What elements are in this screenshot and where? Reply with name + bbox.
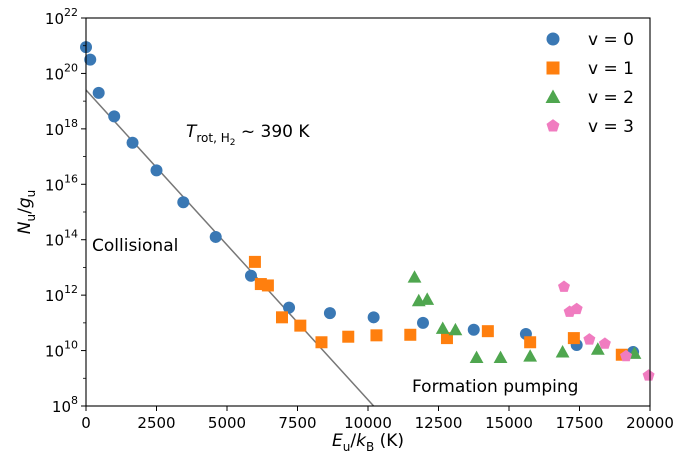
data-point <box>620 349 633 362</box>
y-tick-label: 108 <box>52 394 78 416</box>
y-axis-ticks: 108 1010 1012 1014 1016 1018 1020 1022 <box>45 6 86 416</box>
data-point <box>555 345 570 358</box>
temperature-subsubscript: 2 <box>230 138 236 148</box>
data-point <box>469 350 484 364</box>
data-point <box>642 369 655 381</box>
data-point <box>416 316 429 329</box>
legend-marker <box>546 119 560 132</box>
collisional-annotation: Collisional <box>92 236 178 256</box>
x-axis-ticks: 0 2500 5000 7500 10000 12500 15000 17500 20000 <box>81 406 674 432</box>
data-point <box>367 311 380 324</box>
legend-label: v = 1 <box>588 59 634 79</box>
data-point <box>261 279 274 292</box>
data-point <box>370 329 383 342</box>
data-point <box>467 323 480 336</box>
y-tick-label: 1020 <box>45 61 78 83</box>
data-point <box>150 164 163 177</box>
temperature-annotation: Trot, H2 ~ 390 K <box>186 122 310 148</box>
data-point <box>493 350 508 364</box>
data-point <box>92 86 105 99</box>
legend-marker <box>546 61 560 75</box>
data-point <box>435 321 450 334</box>
data-point <box>404 328 417 341</box>
y-tick-label: 1016 <box>45 172 78 194</box>
data-point <box>557 280 570 292</box>
legend-marker <box>546 32 560 46</box>
data-point <box>315 336 328 349</box>
data-point <box>248 255 261 268</box>
points-layer <box>80 41 655 381</box>
data-point <box>342 330 355 343</box>
x-axis-label: Eu/kB (K) <box>332 431 404 452</box>
y-tick-label: 1014 <box>45 228 78 250</box>
x-tick-label: 15000 <box>485 414 533 432</box>
x-tick-label: 5000 <box>208 414 246 432</box>
data-point <box>275 311 288 324</box>
x-tick-label: 2500 <box>137 414 175 432</box>
legend-label: v = 3 <box>588 117 634 137</box>
x-tick-label: 12500 <box>415 414 463 432</box>
data-point <box>84 53 97 66</box>
y-tick-label: 1022 <box>45 6 78 28</box>
series-v1 <box>248 255 628 361</box>
data-point <box>108 110 121 123</box>
legend-label: v = 2 <box>588 88 634 108</box>
data-point <box>407 270 422 283</box>
y-tick-label: 1018 <box>45 117 78 139</box>
series-v3 <box>557 280 655 381</box>
y-axis-label: Nu/gu <box>15 190 38 234</box>
data-point <box>524 336 537 349</box>
x-tick-label: 7500 <box>278 414 316 432</box>
data-point <box>481 325 494 338</box>
data-point <box>209 230 222 243</box>
data-point <box>570 302 583 315</box>
data-point <box>177 196 190 209</box>
plot-frame <box>85 17 651 407</box>
data-point <box>567 332 580 345</box>
data-point <box>583 333 596 345</box>
legend: v = 0 v = 1 v = 2 v = 3 <box>545 30 634 137</box>
x-tick-label: 17500 <box>556 414 604 432</box>
data-point <box>283 301 296 314</box>
legend-marker <box>545 89 561 103</box>
temperature-value: ~ 390 K <box>236 122 311 142</box>
data-point <box>590 342 605 355</box>
temperature-subscript: rot, H <box>196 131 229 145</box>
data-point <box>244 269 257 282</box>
series-v2 <box>407 270 642 364</box>
y-tick-label: 1012 <box>45 283 78 305</box>
y-tick-label: 1010 <box>45 339 78 361</box>
legend-label: v = 0 <box>588 30 634 50</box>
x-tick-label: 0 <box>81 414 91 432</box>
series-v0 <box>80 41 640 358</box>
data-point <box>523 349 538 362</box>
data-point <box>420 292 435 305</box>
temperature-symbol: T <box>186 122 198 142</box>
x-tick-label: 10000 <box>344 414 392 432</box>
data-point <box>448 322 463 336</box>
data-point <box>323 307 336 320</box>
data-point <box>126 136 139 149</box>
x-tick-label: 20000 <box>626 414 674 432</box>
formation-pumping-annotation: Formation pumping <box>412 377 578 397</box>
data-point <box>294 319 307 332</box>
data-point <box>598 337 611 349</box>
